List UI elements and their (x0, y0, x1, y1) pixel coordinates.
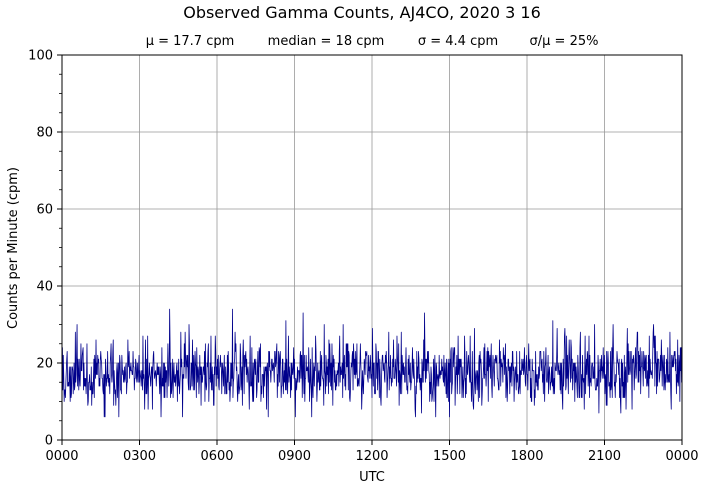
x-tick-label: 1800 (510, 449, 543, 464)
y-tick-label: 20 (36, 357, 53, 372)
x-tick-label: 0600 (200, 449, 233, 464)
x-tick-label: 0000 (665, 449, 698, 464)
y-tick-label: 80 (36, 126, 53, 141)
x-tick-label: 0000 (45, 449, 78, 464)
subtitle-sigma: σ = 4.4 cpm (418, 34, 498, 49)
y-axis-label: Counts per Minute (cpm) (6, 167, 21, 329)
chart-title: Observed Gamma Counts, AJ4CO, 2020 3 16 (183, 3, 541, 22)
x-tick-label: 2100 (588, 449, 621, 464)
gamma-count-series-line (61, 308, 683, 418)
subtitle-mean: μ = 17.7 cpm (146, 34, 235, 49)
y-tick-label: 60 (36, 203, 53, 218)
chart-subtitle: μ = 17.7 cpm median = 18 cpm σ = 4.4 cpm… (146, 34, 599, 49)
subtitle-ratio: σ/μ = 25% (530, 34, 599, 49)
x-tick-label: 1500 (433, 449, 466, 464)
x-tick-label: 0900 (278, 449, 311, 464)
x-tick-label: 1200 (355, 449, 388, 464)
y-tick-label: 0 (45, 434, 53, 449)
x-tick-label: 0300 (123, 449, 156, 464)
y-tick-label: 40 (36, 280, 53, 295)
y-tick-label: 100 (28, 49, 53, 64)
subtitle-median: median = 18 cpm (268, 34, 385, 49)
series-layer (61, 308, 683, 418)
y-axis: 0 20 40 60 80 100 (28, 49, 62, 449)
grid-lines (61, 54, 683, 441)
x-axis: 0000 0300 0600 0900 1200 1500 1800 2100 0000 (45, 440, 699, 464)
x-axis-label: UTC (359, 470, 385, 485)
